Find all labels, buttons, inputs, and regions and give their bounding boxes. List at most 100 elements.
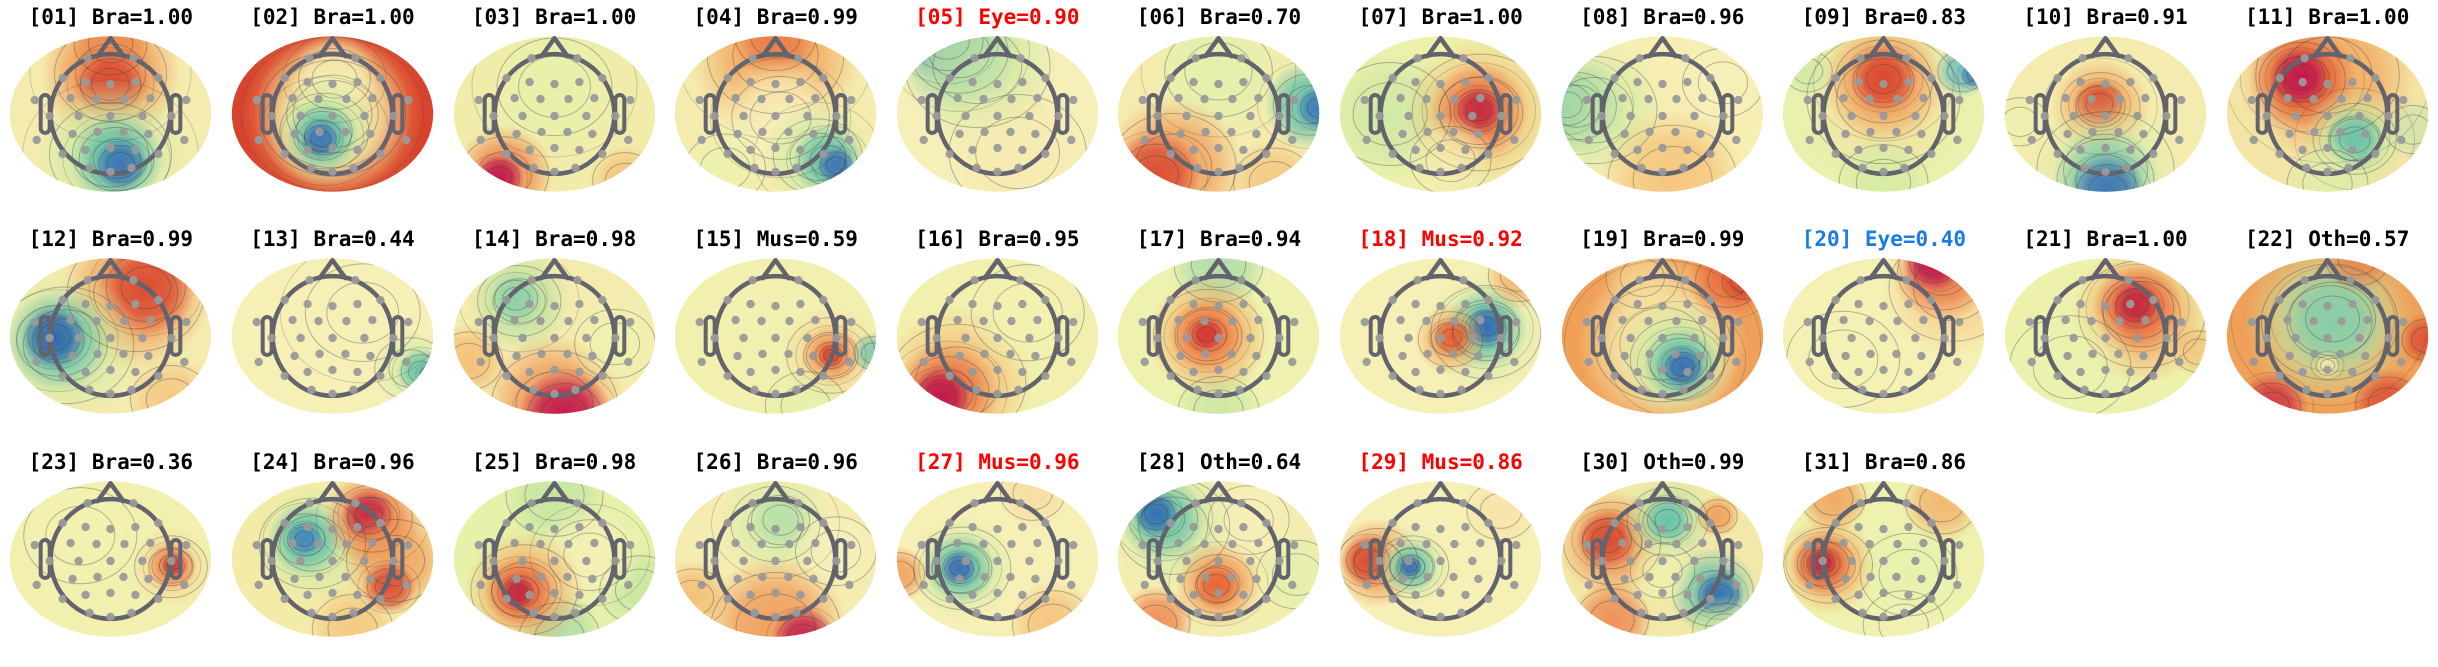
electrode-dots — [917, 498, 1078, 621]
electrode-dot — [597, 372, 607, 381]
electrode-dot — [1927, 149, 1936, 159]
electrode-dot — [1911, 334, 1920, 343]
electrode-dot — [1597, 556, 1606, 565]
electrode-dot — [144, 129, 153, 139]
component-cell: [04] Bra=0.99 — [665, 0, 887, 222]
electrode-dot — [1041, 518, 1050, 527]
electrode-dot — [502, 594, 511, 603]
electrode-dot — [2149, 372, 2158, 381]
electrode-dot — [81, 145, 91, 155]
electrode-dot — [748, 53, 757, 63]
electrode-dot — [2283, 316, 2292, 325]
electrode-dot — [154, 372, 163, 381]
electrode-dot — [723, 296, 733, 305]
topomap-canvas — [231, 258, 434, 415]
electrode-dot — [1227, 350, 1237, 359]
electrode-dot — [144, 574, 153, 583]
electrode-dot — [832, 111, 841, 121]
electrode-dot — [167, 111, 176, 121]
electrode-dot — [1189, 368, 1199, 377]
electrode-dot — [1254, 538, 1264, 547]
component-title: [03] Bra=1.00 — [471, 5, 637, 29]
electrode-dot — [1388, 594, 1397, 603]
electrode-dot — [85, 608, 95, 617]
electrode-dot — [58, 296, 68, 305]
electrode-dot — [303, 300, 312, 309]
nose — [760, 258, 791, 281]
electrode-dot — [1679, 608, 1688, 617]
electrode-dot — [796, 368, 805, 377]
electrode-dot — [1618, 538, 1627, 547]
electrode-dot — [58, 73, 68, 83]
electrode-dot — [1679, 385, 1688, 395]
electrode-dot — [1940, 556, 1949, 565]
electrode-dot — [1695, 129, 1705, 139]
electrode-dot — [1847, 334, 1857, 343]
electrode-dot — [1484, 296, 1493, 305]
electrode-dot — [106, 143, 116, 153]
electrode-dot — [980, 350, 989, 359]
electrode-dot — [723, 149, 733, 159]
component-cell: [19] Bra=0.99 — [1551, 222, 1773, 444]
electrode-dot — [1633, 590, 1642, 599]
electrode-dot — [1818, 334, 1828, 343]
electrode-dot — [1457, 385, 1466, 395]
electrode-dot — [1658, 302, 1667, 311]
electrode-dot — [1468, 556, 1477, 565]
electrode-dot — [2115, 317, 2124, 326]
electrode-dot — [917, 95, 926, 105]
electrode-dot — [288, 538, 297, 547]
topomap-canvas — [231, 480, 434, 637]
electrode-dot — [1290, 95, 1299, 105]
electrode-dot — [180, 135, 189, 145]
electrode-dot — [1584, 580, 1593, 589]
electrode-dot — [524, 145, 534, 155]
electrode-dot — [511, 574, 521, 583]
electrode-dot — [1214, 302, 1224, 311]
electrode-dot — [845, 580, 854, 589]
electrode-dot — [2126, 368, 2135, 377]
electrode-dot — [2149, 296, 2158, 305]
electrode-dot — [476, 358, 485, 367]
electrode-dot — [1474, 352, 1483, 361]
electrode-dot — [1388, 518, 1397, 527]
electrode-dot — [328, 366, 337, 375]
electrode-dot — [1953, 358, 1962, 367]
electrode-dot — [1468, 111, 1477, 121]
electrode-dot — [1166, 594, 1176, 603]
electrode-dot — [1449, 127, 1458, 137]
electrode-dot — [2069, 111, 2078, 121]
electrode-dot — [695, 318, 705, 327]
electrode-dot — [2126, 77, 2135, 87]
electrode-dot — [1839, 538, 1849, 547]
electrode-dot — [489, 334, 498, 343]
electrode-dot — [932, 111, 941, 121]
topomap-canvas — [2004, 258, 2207, 415]
electrode-dot — [1235, 163, 1245, 173]
electrode-dot — [32, 580, 42, 589]
electrode-dot — [2347, 368, 2357, 377]
electrode-dot — [549, 111, 559, 121]
electrode-dot — [138, 556, 147, 565]
electrode-dot — [146, 316, 155, 325]
electrode-dot — [1461, 77, 1470, 87]
electrode-dot — [1900, 608, 1910, 617]
nose — [1203, 480, 1235, 504]
electrode-dot — [1597, 111, 1606, 121]
electrode-dot — [2177, 318, 2186, 327]
electrode-dot — [1672, 94, 1681, 104]
electrode-dot — [1436, 556, 1445, 565]
electrode-dot — [2101, 366, 2110, 375]
electrode-dot — [968, 300, 977, 309]
electrode-dot — [1582, 318, 1591, 327]
electrode-dot — [1262, 149, 1272, 159]
electrode-dot — [1235, 608, 1245, 617]
electrode-dot — [1626, 556, 1635, 565]
electrode-dot — [182, 318, 191, 327]
electrode-dot — [349, 608, 358, 617]
electrode-dot — [389, 556, 398, 565]
electrode-dot — [474, 540, 483, 549]
electrode-dot — [2310, 350, 2319, 359]
electrode-dot — [771, 524, 780, 533]
electrode-dot — [758, 127, 767, 137]
